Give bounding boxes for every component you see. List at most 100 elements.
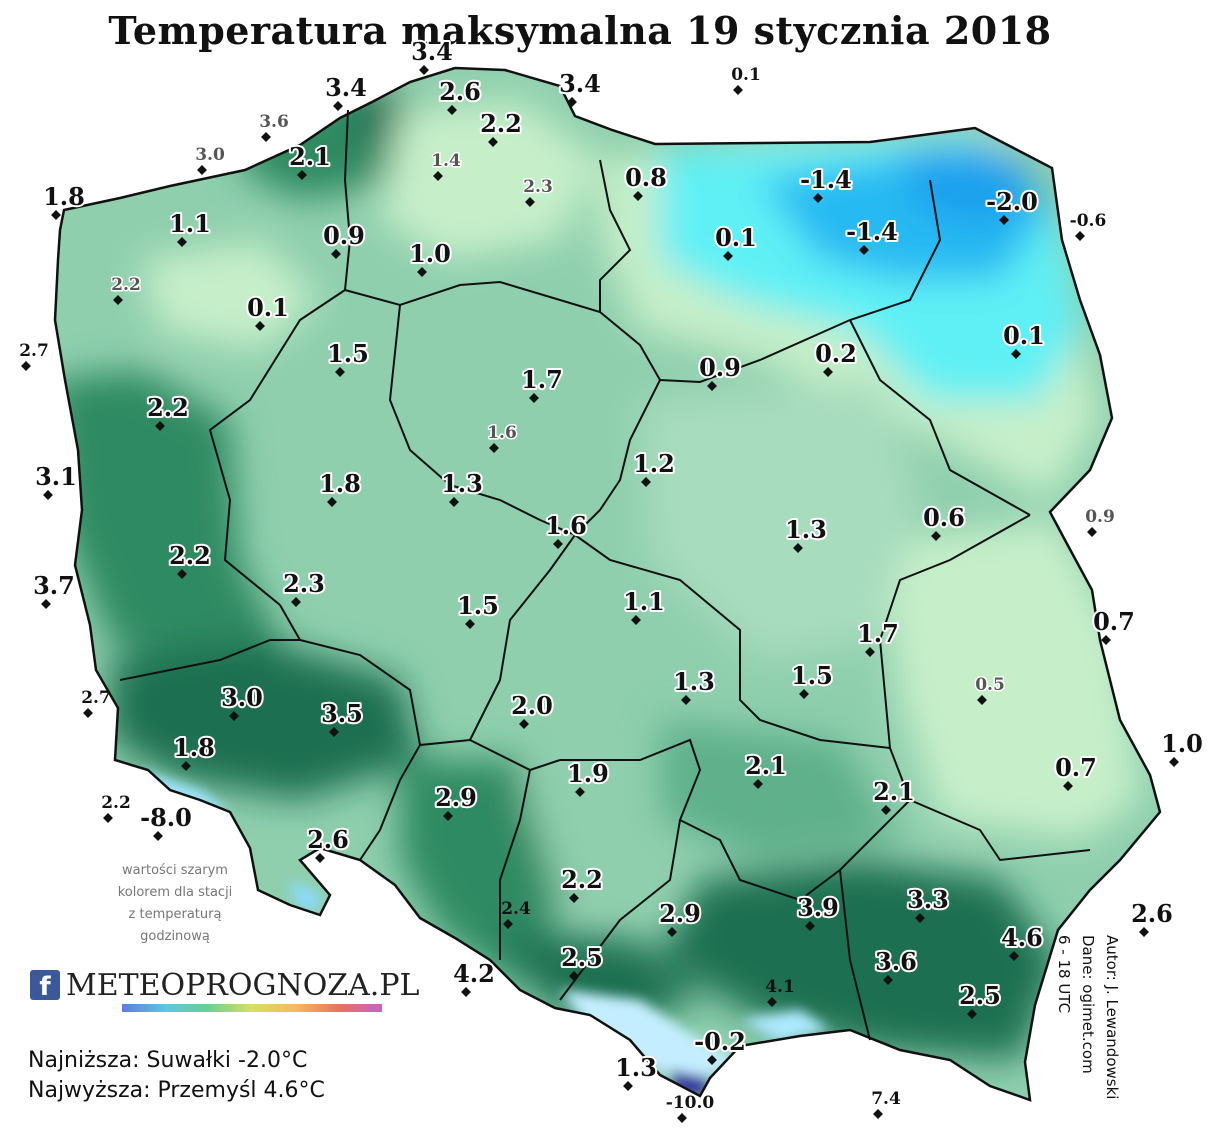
station-temperature-label: 0.1	[247, 293, 289, 322]
station-marker	[1075, 231, 1085, 241]
station-temperature-label: 2.2	[169, 541, 211, 570]
station-temperature-label: 0.5	[975, 675, 1005, 695]
station-temperature-label: 3.0	[221, 683, 263, 712]
station-temperature-label: 3.7	[33, 571, 75, 600]
station-marker	[177, 569, 187, 579]
logo-color-bar	[122, 1004, 382, 1012]
station-temperature-label: 1.4	[431, 151, 461, 171]
author-credit: Autor: J. Lewandowski	[1103, 935, 1121, 1100]
station-temperature-label: -8.0	[140, 803, 192, 832]
station-marker	[21, 361, 31, 371]
station-temperature-label: 0.2	[815, 339, 857, 368]
station-temperature-label: 3.4	[411, 37, 453, 66]
station-marker	[41, 599, 51, 609]
station-temperature-label: 2.1	[745, 751, 787, 780]
station-temperature-label: 1.7	[857, 619, 899, 648]
station-marker	[177, 237, 187, 247]
note-line: z temperaturą	[128, 907, 222, 922]
station-marker	[623, 1081, 633, 1091]
station-marker	[733, 85, 743, 95]
station-marker	[677, 1113, 687, 1123]
station-marker	[255, 321, 265, 331]
station-temperature-label: 2.9	[659, 899, 701, 928]
station-marker	[753, 779, 763, 789]
station-marker	[525, 197, 535, 207]
station-temperature-label: 1.6	[545, 511, 587, 540]
station-marker	[488, 137, 498, 147]
station-temperature-label: 2.3	[283, 569, 325, 598]
station-temperature-label: 0.1	[731, 65, 761, 85]
station-temperature-label: 1.0	[409, 239, 451, 268]
station-marker	[977, 695, 987, 705]
station-marker	[1009, 951, 1019, 961]
station-marker	[681, 695, 691, 705]
station-marker	[335, 367, 345, 377]
station-temperature-label: 1.7	[521, 365, 563, 394]
station-temperature-label: 2.2	[561, 865, 603, 894]
station-marker	[153, 831, 163, 841]
station-marker	[449, 497, 459, 507]
station-marker	[1087, 527, 1097, 537]
station-temperature-label: 1.3	[673, 667, 715, 696]
station-temperature-label: 1.8	[43, 182, 85, 211]
station-temperature-label: 2.5	[561, 943, 603, 972]
station-marker	[43, 490, 53, 500]
station-marker	[859, 245, 869, 255]
station-marker	[417, 267, 427, 277]
station-temperature-label: 3.6	[259, 112, 289, 132]
extremes-summary: Najniższa: Suwałki -2.0°C Najwyższa: Prz…	[28, 1046, 325, 1106]
station-temperature-label: 0.7	[1093, 607, 1135, 636]
station-marker	[799, 689, 809, 699]
station-marker	[461, 987, 471, 997]
station-temperature-label: 1.0	[1161, 729, 1203, 758]
station-marker	[553, 539, 563, 549]
station-temperature-label: 3.4	[325, 73, 367, 102]
note-line: kolorem dla stacji	[117, 885, 233, 900]
station-temperature-label: 2.4	[501, 899, 531, 919]
station-temperature-label: 2.9	[435, 783, 477, 812]
lowest-temperature: Najniższa: Suwałki -2.0°C	[28, 1048, 308, 1073]
voivodeship-borders	[119, 109, 1091, 1041]
station-temperature-label: 1.5	[457, 591, 499, 620]
station-temperature-label: 2.7	[81, 688, 111, 708]
station-marker	[291, 597, 301, 607]
station-temperature-label: -0.2	[694, 1027, 746, 1056]
station-temperature-label: 0.1	[1003, 321, 1045, 350]
station-marker	[567, 97, 577, 107]
station-marker	[1139, 927, 1149, 937]
station-marker	[297, 170, 307, 180]
station-marker	[1101, 635, 1111, 645]
station-temperature-label: 0.9	[1085, 507, 1115, 527]
station-temperature-label: 1.5	[791, 661, 833, 690]
station-marker	[707, 381, 717, 391]
station-temperature-label: 0.8	[625, 163, 667, 192]
station-marker	[443, 811, 453, 821]
station-marker	[519, 719, 529, 729]
station-marker	[103, 813, 113, 823]
station-temperature-label: 3.6	[875, 947, 917, 976]
station-marker	[433, 171, 443, 181]
station-marker	[331, 249, 341, 259]
station-temperature-label: 3.1	[35, 462, 77, 491]
station-marker	[261, 132, 271, 142]
station-temperature-label: 3.3	[907, 885, 949, 914]
station-temperature-label: -0.6	[1070, 211, 1107, 231]
station-temperature-label: 1.9	[567, 759, 609, 788]
station-temperature-label: 1.3	[785, 515, 827, 544]
station-temperature-label: 3.5	[321, 699, 363, 728]
time-range-credit: 6 - 18 UTC	[1055, 935, 1073, 1014]
credits: Autor: J. Lewandowski Dane: ogimet.com 6…	[1044, 935, 1124, 1135]
note-line: godzinową	[140, 929, 210, 944]
station-temperature-label: 1.3	[441, 469, 483, 498]
station-temperature-label: -10.0	[666, 1093, 715, 1113]
station-temperature-label: 0.9	[699, 353, 741, 382]
station-marker	[1063, 781, 1073, 791]
station-marker	[197, 165, 207, 175]
station-temperature-label: 2.2	[480, 109, 522, 138]
station-temperature-label: 0.9	[323, 221, 365, 250]
station-temperature-label: 7.4	[871, 1089, 901, 1109]
station-marker	[873, 1109, 883, 1119]
